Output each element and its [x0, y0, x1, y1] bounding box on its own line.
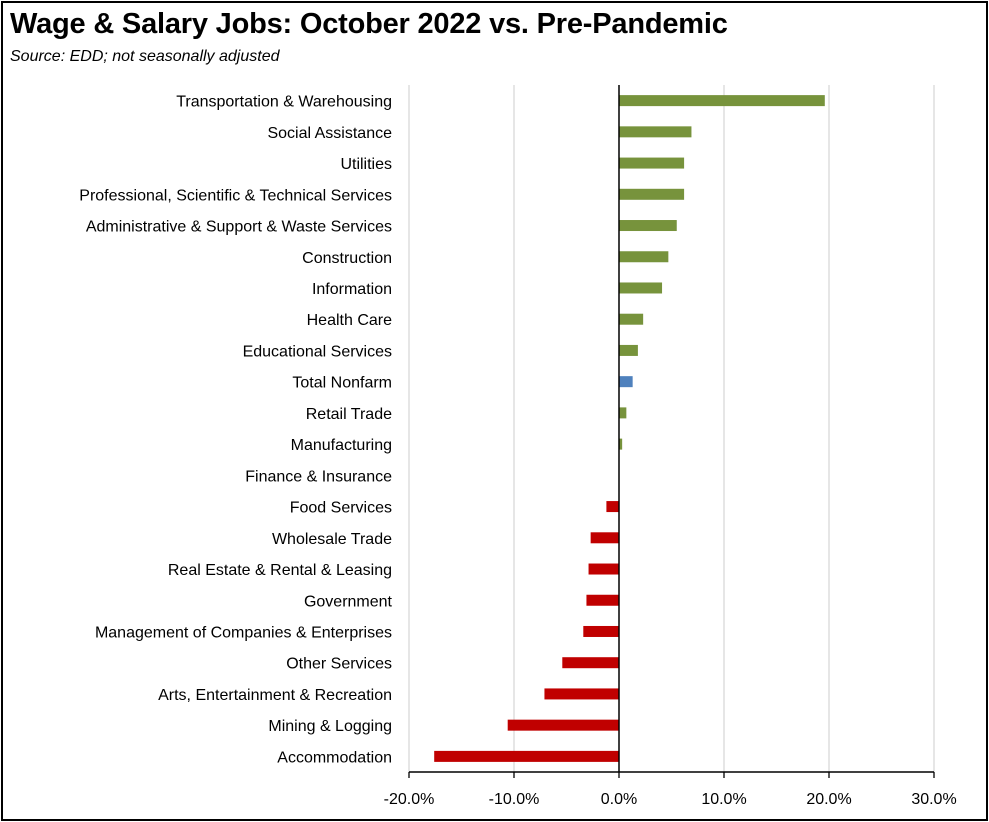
category-label: Educational Services	[243, 343, 392, 360]
x-tick-label: -20.0%	[384, 791, 435, 808]
category-label: Health Care	[307, 312, 392, 329]
bar	[586, 594, 619, 606]
chart-title: Wage & Salary Jobs: October 2022 vs. Pre…	[10, 8, 728, 40]
bar	[619, 344, 638, 356]
x-tick-label: 20.0%	[806, 791, 851, 808]
gridlines	[408, 85, 935, 772]
x-tick-label: -10.0%	[489, 791, 540, 808]
bar	[619, 188, 685, 200]
bar	[619, 407, 627, 419]
category-label: Total Nonfarm	[292, 375, 392, 392]
category-label: Social Assistance	[267, 125, 392, 142]
category-label: Management of Companies & Enterprises	[95, 624, 392, 641]
category-label: Utilities	[340, 156, 392, 173]
category-label: Administrative & Support & Waste Service…	[86, 219, 392, 236]
bars	[434, 95, 825, 762]
bar	[619, 157, 685, 169]
category-label: Construction	[302, 250, 392, 267]
bar	[583, 625, 619, 637]
bar	[619, 438, 623, 450]
bar	[544, 688, 619, 700]
category-label: Accommodation	[277, 749, 392, 766]
category-label: Mining & Logging	[268, 718, 392, 735]
category-label: Arts, Entertainment & Recreation	[158, 687, 392, 704]
category-label: Finance & Insurance	[245, 468, 392, 485]
x-tick-label: 0.0%	[601, 791, 637, 808]
category-label: Manufacturing	[291, 437, 392, 454]
bar	[619, 251, 669, 263]
axes	[408, 85, 935, 778]
bar	[619, 376, 633, 388]
bar	[619, 95, 825, 107]
category-label: Food Services	[290, 500, 392, 517]
category-label: Other Services	[286, 656, 392, 673]
chart-subtitle: Source: EDD; not seasonally adjusted	[10, 48, 280, 65]
category-labels: Transportation & Warehousing Social Assis…	[79, 94, 392, 767]
bar	[588, 563, 619, 575]
bar	[619, 282, 663, 294]
category-label: Transportation & Warehousing	[176, 94, 392, 111]
bar	[434, 750, 619, 762]
x-tick-label: 10.0%	[701, 791, 746, 808]
x-tick-label: 30.0%	[911, 791, 956, 808]
bar	[507, 719, 619, 731]
tick-labels: -20.0% -10.0% 0.0% 10.0% 20.0% 30.0%	[384, 791, 957, 808]
category-label: Retail Trade	[306, 406, 392, 423]
category-label: Professional, Scientific & Technical Ser…	[79, 187, 392, 204]
bar	[619, 313, 644, 325]
category-label: Wholesale Trade	[272, 531, 392, 548]
bar	[619, 126, 692, 138]
category-label: Real Estate & Rental & Leasing	[168, 562, 392, 579]
category-label: Government	[304, 593, 393, 610]
bar	[619, 220, 677, 232]
category-label: Information	[312, 281, 392, 298]
bar	[590, 532, 619, 544]
bar	[562, 657, 619, 669]
bar	[606, 501, 619, 513]
